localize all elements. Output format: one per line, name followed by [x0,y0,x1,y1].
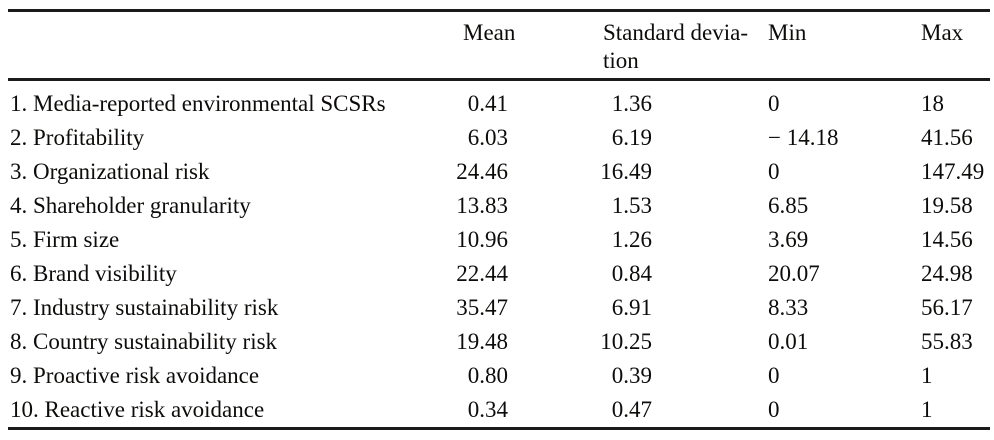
column-header-max: Max [900,19,984,47]
cell-mean-value: 6.03 [467,125,508,150]
column-header-mean-label: Mean [463,20,516,45]
cell-mean-value: 22.44 [456,261,508,286]
cell-mean: 10.96 [450,227,588,253]
cell-standard-deviation: 6.19 [588,125,760,151]
row-label: 8. Country sustainability risk [10,329,278,354]
cell-mean-value: 13.83 [456,193,508,218]
row-label: 2. Profitability [10,125,145,150]
cell-max: 55.83 [921,329,973,354]
table-bottom-rule [8,427,990,430]
column-header-max-label: Max [921,20,964,45]
cell-mean: 13.83 [450,193,588,219]
row-label: 4. Shareholder granularity [10,193,251,218]
cell-max: 24.98 [921,261,973,286]
cell-min: − 14.18 [768,125,839,150]
cell-standard-deviation-value: 0.84 [611,261,652,286]
cell-standard-deviation-value: 10.25 [600,329,652,354]
table-row: 3. Organizational risk 24.46 16.49 0 147.49 [0,155,994,189]
cell-min: 8.33 [768,295,809,320]
cell-mean-value: 0.41 [467,91,508,116]
cell-standard-deviation: 1.53 [588,193,760,219]
cell-standard-deviation: 0.84 [588,261,760,287]
cell-mean-value: 35.47 [456,295,508,320]
cell-mean: 0.80 [450,363,588,389]
cell-standard-deviation-value: 1.26 [611,227,652,252]
row-label: 1. Media-reported environmental SCSRs [10,91,386,116]
cell-max: 41.56 [921,125,973,150]
cell-min: 0.01 [768,329,809,354]
cell-standard-deviation-value: 0.39 [611,363,652,388]
cell-mean-value: 10.96 [456,227,508,252]
row-label: 10. Reactive risk avoidance [10,397,265,422]
cell-standard-deviation: 1.26 [588,227,760,253]
cell-max: 1 [921,363,933,388]
cell-mean: 0.34 [450,397,588,423]
cell-mean-value: 0.80 [467,363,508,388]
table-row: 8. Country sustainability risk 19.48 10.25… [0,325,994,359]
row-label: 5. Firm size [10,227,120,252]
table-row: 9. Proactive risk avoidance 0.80 0.39 0 1 [0,359,994,393]
table-row: 5. Firm size 10.96 1.26 3.69 14.56 [0,223,994,257]
cell-max: 19.58 [921,193,973,218]
column-header-standard-deviation: Standard devia- tion [588,19,760,75]
cell-standard-deviation: 0.39 [588,363,760,389]
cell-mean-value: 19.48 [456,329,508,354]
cell-standard-deviation-value: 1.36 [611,91,652,116]
cell-min: 0 [768,363,780,388]
cell-min: 6.85 [768,193,809,218]
cell-mean: 22.44 [450,261,588,287]
cell-max: 56.17 [921,295,973,320]
cell-min: 20.07 [768,261,820,286]
cell-min: 3.69 [768,227,809,252]
cell-standard-deviation: 10.25 [588,329,760,355]
cell-min: 0 [768,91,780,116]
row-label: 7. Industry sustainability risk [10,295,279,320]
table-row: 10. Reactive risk avoidance 0.34 0.47 0 1 [0,393,994,427]
table-top-rule [8,9,990,12]
cell-min: 0 [768,159,780,184]
table-body: 1. Media-reported environmental SCSRs 0.4… [0,81,994,427]
row-label: 3. Organizational risk [10,159,210,184]
cell-standard-deviation: 0.47 [588,397,760,423]
cell-standard-deviation-value: 0.47 [611,397,652,422]
table-header-row: Mean Standard devia- tion Min Max [0,12,994,78]
table-row: 6. Brand visibility 22.44 0.84 20.07 24.98 [0,257,994,291]
cell-mean: 24.46 [450,159,588,185]
row-label: 6. Brand visibility [10,261,177,286]
cell-max: 14.56 [921,227,973,252]
cell-mean: 6.03 [450,125,588,151]
cell-standard-deviation-value: 6.19 [611,125,652,150]
column-header-sd-line2: tion [603,48,639,73]
cell-min: 0 [768,397,780,422]
column-header-sd-line1: Standard devia- [603,20,748,45]
row-label: 9. Proactive risk avoidance [10,363,260,388]
cell-standard-deviation-value: 1.53 [611,193,652,218]
cell-max: 1 [921,397,933,422]
cell-standard-deviation-value: 16.49 [600,159,652,184]
cell-max: 147.49 [921,159,985,184]
column-header-mean: Mean [450,19,588,47]
table-row: 4. Shareholder granularity 13.83 1.53 6.85 1… [0,189,994,223]
cell-mean: 35.47 [450,295,588,321]
cell-mean-value: 24.46 [456,159,508,184]
table-row: 2. Profitability 6.03 6.19 − 14.18 41.56 [0,121,994,155]
cell-mean-value: 0.34 [467,397,508,422]
cell-max: 18 [921,91,944,116]
table-row: 7. Industry sustainability risk 35.47 6.91… [0,291,994,325]
table-row: 1. Media-reported environmental SCSRs 0.4… [0,87,994,121]
column-header-min-label: Min [768,20,807,45]
cell-mean: 19.48 [450,329,588,355]
cell-standard-deviation: 1.36 [588,91,760,117]
cell-standard-deviation: 6.91 [588,295,760,321]
column-header-min: Min [760,19,900,47]
cell-mean: 0.41 [450,91,588,117]
cell-standard-deviation: 16.49 [588,159,760,185]
cell-standard-deviation-value: 6.91 [611,295,652,320]
table-header-rule [8,78,990,81]
